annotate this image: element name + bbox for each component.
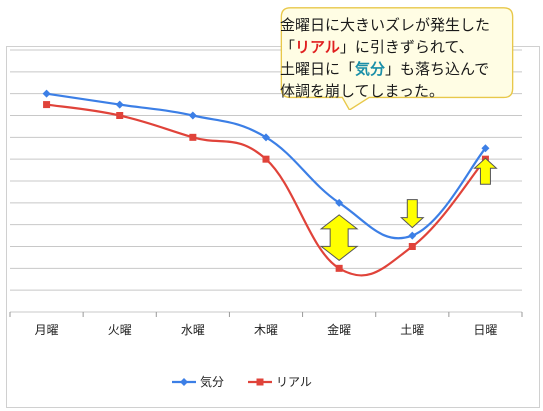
callout-text: 金曜日に大きいズレが発生した 「リアル」に引きずられて、 土曜日に「気分」も落ち… xyxy=(280,14,520,102)
x-tick-label: 火曜 xyxy=(108,323,132,337)
data-point-diamond xyxy=(335,198,344,207)
x-tick-label: 月曜 xyxy=(35,323,59,337)
data-point-square xyxy=(189,133,197,141)
data-point-square xyxy=(335,264,343,272)
callout-line-4: 体調を崩してしまった。 xyxy=(280,82,444,100)
data-point-diamond xyxy=(408,231,417,240)
series-line-real xyxy=(46,103,487,277)
x-tick-label: 木曜 xyxy=(254,323,278,337)
data-point-square xyxy=(408,243,416,250)
x-axis-ticks: 月曜 火曜 水曜 木曜 金曜 土曜 日曜 xyxy=(9,312,523,337)
legend-label-mood: 気分 xyxy=(200,374,224,389)
annotation-arrow-up xyxy=(473,157,498,185)
x-tick-label: 金曜 xyxy=(327,322,351,337)
legend: 気分 リアル xyxy=(172,374,312,389)
data-point-diamond xyxy=(115,100,124,109)
data-point-square xyxy=(43,101,51,109)
data-point-diamond xyxy=(42,89,51,98)
legend-label-real: リアル xyxy=(276,375,312,389)
annotation-arrow-double xyxy=(319,214,359,261)
callout-line-2: 「リアル」に引きずられて、 xyxy=(280,38,474,56)
data-point-diamond xyxy=(188,111,197,120)
x-tick-label: 水曜 xyxy=(181,323,205,337)
x-tick-label: 日曜 xyxy=(473,323,497,337)
callout-real-highlight: リアル xyxy=(295,38,340,56)
callout-mood-highlight: 気分 xyxy=(355,60,386,78)
data-point-diamond xyxy=(481,144,490,153)
callout-line-3: 土曜日に「気分」も落ち込んで xyxy=(280,60,490,78)
data-point-square xyxy=(116,112,124,119)
annotation-arrows xyxy=(319,157,498,261)
legend-marker-square xyxy=(256,378,264,386)
data-point-diamond xyxy=(262,133,270,142)
legend-marker-diamond xyxy=(180,378,188,386)
callout-bubble xyxy=(280,7,514,110)
chart-frame xyxy=(6,46,540,408)
series-layer xyxy=(42,89,490,277)
annotation-arrow-down xyxy=(399,199,425,229)
data-point-square xyxy=(262,155,270,163)
callout-line-1: 金曜日に大きいズレが発生した xyxy=(280,16,491,34)
x-tick-label: 土曜 xyxy=(400,323,424,337)
